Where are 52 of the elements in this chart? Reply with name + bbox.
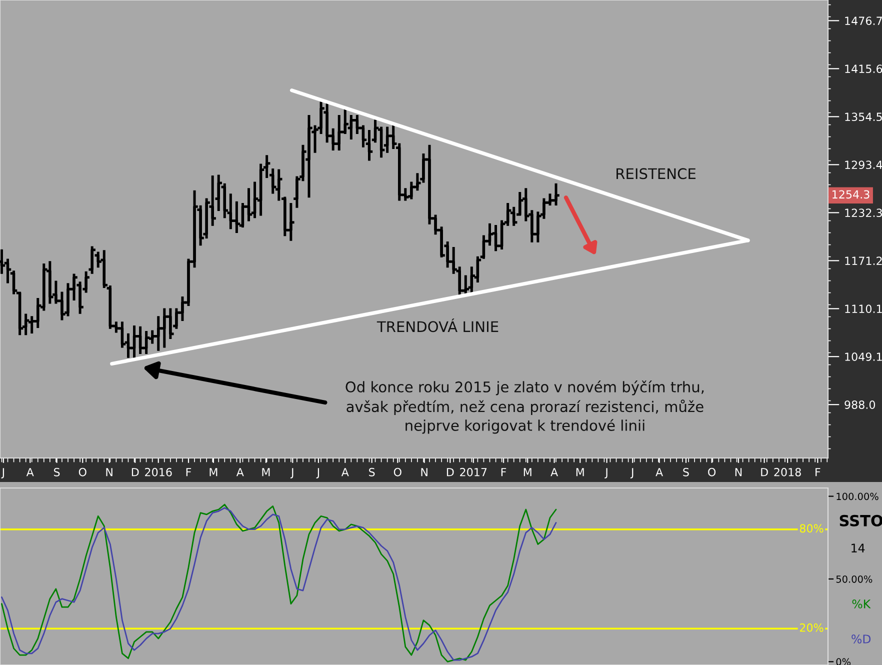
x-tick-label: J [290,468,294,478]
x-tick-label: O [394,468,402,476]
text: %K [852,599,871,608]
y-tick-label: 1415.6 [845,64,882,74]
y-tick-label: 988.0 [844,400,876,409]
y-tick-label: 1110.1 [845,304,882,314]
x-tick-label: D [446,468,454,476]
y-tick-label: 1049.1 [845,352,882,361]
x-tick-label: M [210,468,218,476]
x-tick-label: F [816,468,820,476]
x-tick-label: S [54,468,60,476]
x-tick-label: N [421,468,428,476]
text: %D [852,634,871,644]
x-tick-label: N [735,468,742,476]
y-tick-label: 1232.3 [845,208,882,218]
ref-line-label: 20% [800,623,824,632]
x-tick-label: J [1,468,4,478]
x-tick-label: N [106,468,112,476]
x-tick-label: F [186,468,192,476]
y-tick-label: 1171.2 [845,256,882,265]
y-tick-label: 1476.7 [845,16,882,26]
x-tick-label: A [656,468,664,476]
x-tick-label: 2017 [460,468,487,476]
y-tick-label: 1293.4 [845,160,882,170]
x-tick-label: M [524,468,532,476]
x-tick-label: S [369,468,375,476]
x-tick-label: 2016 [145,468,172,476]
annotation: TRENDOVÁ LINIE [376,318,498,332]
x-tick-label: F [501,468,506,476]
x-tick-label: A [26,468,34,476]
x-tick-label: S [683,468,689,476]
text: 1254.3 [832,190,870,199]
annotation: REISTENCE [616,168,696,180]
x-tick-label: M [262,468,270,476]
x-tick-label: J [604,468,608,478]
x-tick-label: M [576,468,584,476]
y-tick-label: 1354.5 [845,112,882,122]
annotation: Od konce roku 2015 je zlato v novém býčím trhu, avšak předtím, než cena prorazí rezistenci, může nejprve korigovat k trendové linii [346,380,704,434]
x-tick-label: D [761,468,768,476]
x-tick-label: 2018 [774,468,801,476]
ref-line-label: 80% [800,524,824,533]
x-tick-label: A [550,468,558,476]
y-tick-label: 100.00% [836,492,878,500]
x-tick-label: O [708,468,716,476]
x-tick-label: J [630,468,634,478]
x-tick-label: J [316,468,320,478]
y-tick-label: 50.00% [836,575,872,583]
text: 14 [852,544,865,552]
x-tick-label: A [341,468,349,476]
x-tick-label: A [236,468,244,476]
x-tick-label: O [78,468,86,476]
x-tick-label: D [132,468,139,476]
